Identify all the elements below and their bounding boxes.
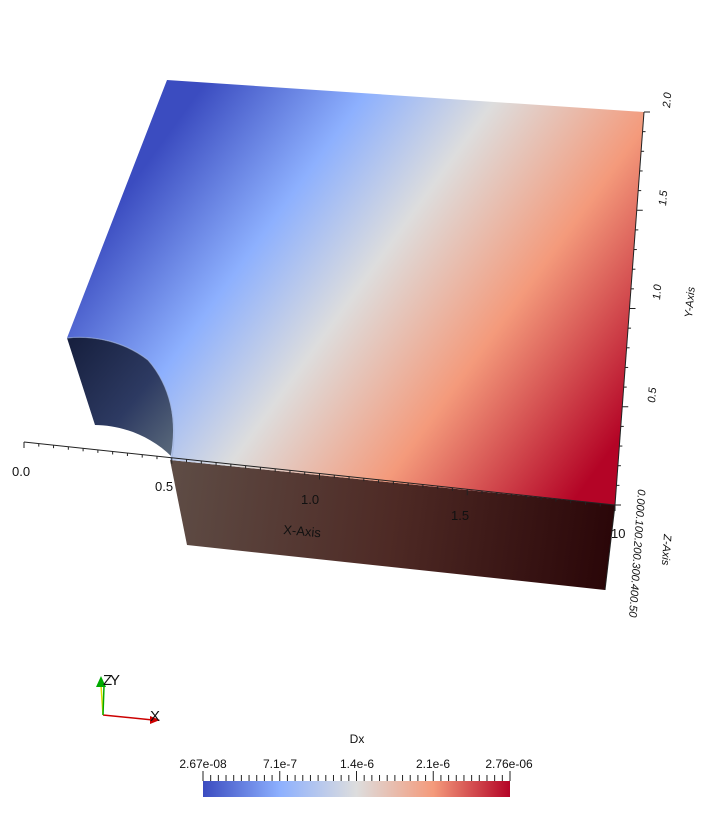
mesh-surface bbox=[66, 80, 644, 590]
y-axis-title: Y-Axis bbox=[683, 286, 698, 318]
orientation-x-arrow-icon bbox=[150, 716, 160, 724]
colorbar-title: Dx bbox=[350, 732, 365, 746]
z-axis-title: Z-Axis bbox=[659, 533, 673, 566]
front-face bbox=[170, 460, 615, 590]
orientation-y-arrow-icon bbox=[96, 676, 106, 687]
orientation-z-axis bbox=[102, 685, 105, 716]
colorbar-tick-label: 2.1e-6 bbox=[416, 757, 450, 771]
x-tick-label: 1.0 bbox=[301, 492, 319, 507]
y-axis-minor-ticks bbox=[615, 111, 650, 506]
x-axis: 0.0 0.5 1.0 1.5 X-Axis bbox=[12, 441, 616, 540]
top-face bbox=[67, 80, 644, 505]
z-tick-labels: 0.000.100.200.300.400.50 bbox=[626, 489, 647, 619]
y-axis: 2.0 1.5 1.0 0.5 Y-Axis bbox=[614, 91, 698, 506]
colorbar-tick-label: 2.67e-08 bbox=[179, 757, 227, 771]
hole-edge-highlight bbox=[66, 336, 175, 458]
orientation-y-label: Y bbox=[110, 672, 120, 689]
y-tick-label: 1.0 bbox=[651, 283, 664, 300]
colorbar-legend: Dx 2.67e-08 7.1e-7 1.4e-6 2.1e-6 2.76e-0… bbox=[179, 732, 533, 797]
x-tick-label: 1.5 bbox=[451, 508, 469, 523]
y-tick-label: 0.5 bbox=[646, 386, 659, 403]
z-axis-end-label: 10 bbox=[611, 526, 625, 541]
colorbar-ticks bbox=[202, 771, 511, 781]
colorbar-tick-label: 7.1e-7 bbox=[263, 757, 297, 771]
x-tick-label: 0.0 bbox=[12, 464, 30, 479]
orientation-z-label: Z bbox=[103, 672, 112, 689]
x-axis-minor-ticks bbox=[23, 442, 616, 511]
x-tick-label: 0.5 bbox=[155, 479, 173, 494]
orientation-x-label: X bbox=[150, 708, 160, 725]
z-axis-line bbox=[604, 504, 616, 591]
x-axis-title: X-Axis bbox=[283, 522, 322, 540]
orientation-x-axis bbox=[102, 714, 154, 721]
colorbar-tick-label: 2.76e-06 bbox=[485, 757, 533, 771]
y-tick-label: 1.5 bbox=[657, 189, 670, 206]
colorbar-gradient bbox=[203, 781, 510, 797]
left-face bbox=[67, 337, 174, 457]
orientation-axes-widget: X Z Y bbox=[96, 672, 160, 725]
y-tick-label: 2.0 bbox=[661, 91, 674, 109]
colorbar-tick-label: 1.4e-6 bbox=[340, 757, 374, 771]
